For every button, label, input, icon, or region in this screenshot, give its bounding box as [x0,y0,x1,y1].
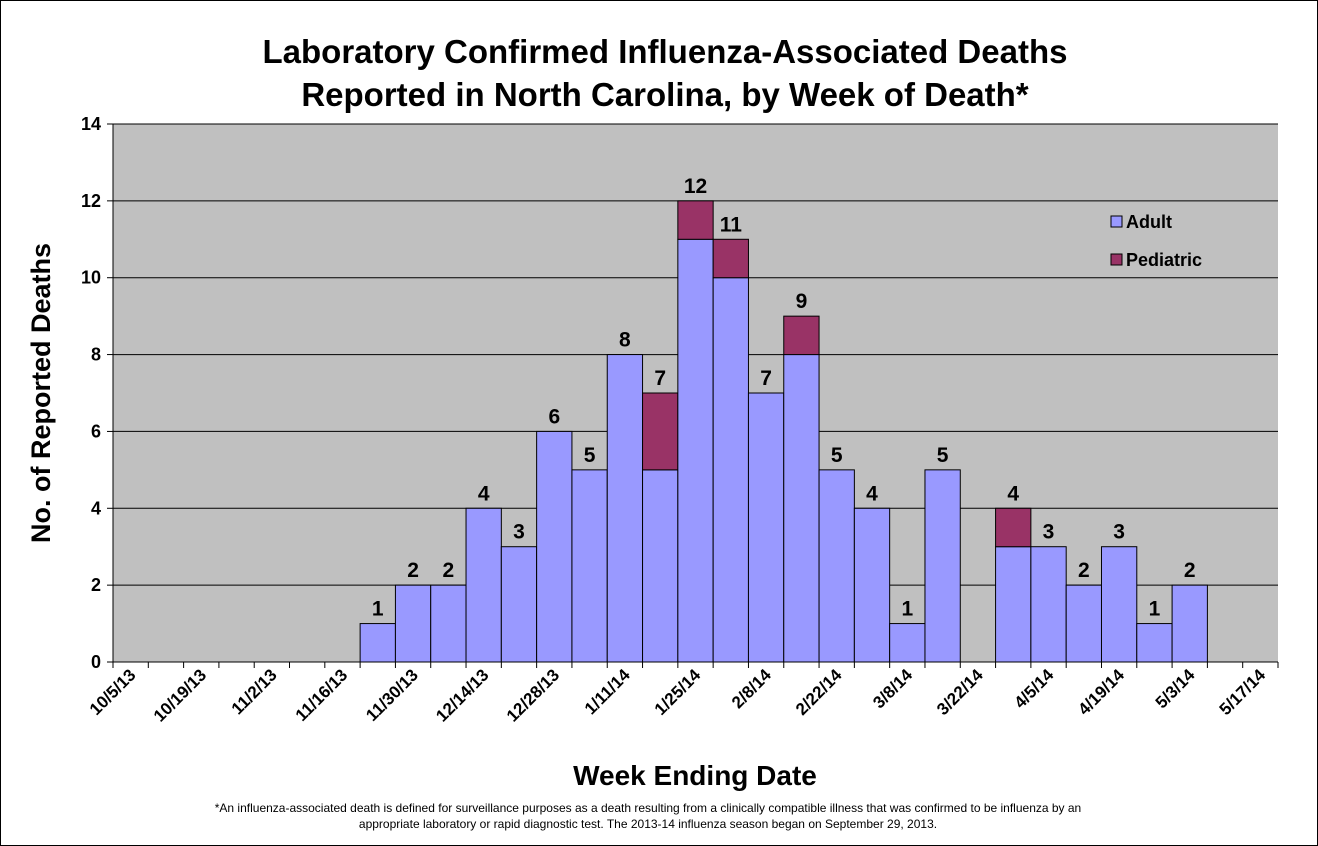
bar-segment [677,238,714,663]
bar-segment [642,392,679,471]
data-label: 4 [866,482,878,505]
bar-segment [783,315,820,356]
data-label: 5 [831,444,843,467]
bar-segment [889,623,926,663]
y-tick-label: 0 [91,652,101,672]
legend-swatch [1110,253,1123,266]
bar-segment [465,507,502,663]
data-label: 3 [1043,521,1055,544]
legend-label: Pediatric [1126,250,1202,270]
bar-segment [1136,623,1173,663]
bar-segment [924,469,961,663]
data-label: 3 [513,521,525,544]
bar-segment [571,469,608,663]
data-label: 8 [619,329,631,352]
bar-segment [500,546,538,663]
bar-segment [818,469,855,663]
y-axis-title: No. of Reported Deaths [26,243,56,543]
data-label: 11 [720,213,743,236]
data-label: 5 [937,444,949,467]
bar-segment [783,354,820,663]
y-tick-label: 6 [91,421,101,441]
bar-segment [359,623,396,663]
bar-segment [430,584,467,663]
y-tick-label: 12 [81,191,101,211]
data-label: 7 [760,367,772,390]
bar-segment [1030,546,1067,663]
bar-segment [995,507,1032,548]
data-label: 5 [584,444,596,467]
y-tick-label: 8 [91,345,101,365]
x-axis-title: Week Ending Date [573,760,817,791]
y-tick-label: 10 [81,268,101,288]
data-label: 2 [1078,559,1090,582]
bar-segment [536,430,573,663]
bar-segment [747,392,785,663]
y-tick-label: 4 [91,498,101,518]
bar-segment [1100,546,1138,663]
data-label: 2 [443,559,455,582]
legend-label: Adult [1126,212,1172,232]
data-label: 9 [796,290,808,313]
data-label: 6 [548,405,560,428]
data-label: 1 [901,598,913,621]
data-label: 1 [1149,598,1161,621]
bar-segment [712,277,749,663]
data-label: 7 [654,367,666,390]
data-label: 4 [478,482,490,505]
bar-segment [394,584,432,663]
data-label: 12 [684,175,707,198]
bar-segment [1065,584,1102,663]
bar-segment [712,238,749,279]
y-tick-label: 14 [81,114,101,134]
data-label: 2 [407,559,419,582]
bar-segment [677,200,714,240]
legend-swatch [1110,215,1123,228]
bar-segment [853,507,891,663]
bar-segment [1171,584,1208,663]
chart-title: Laboratory Confirmed Influenza-Associate… [263,33,1068,70]
data-label: 2 [1184,559,1196,582]
bar-segment [642,469,679,663]
data-label: 4 [1007,482,1019,505]
data-label: 3 [1113,521,1125,544]
footnote: appropriate laboratory or rapid diagnost… [359,817,937,831]
chart-title: Reported in North Carolina, by Week of D… [301,76,1028,113]
footnote: *An influenza-associated death is define… [215,801,1081,815]
bar-segment [606,354,644,663]
bar-segment [995,546,1032,663]
y-tick-label: 2 [91,575,101,595]
data-label: 1 [372,598,384,621]
